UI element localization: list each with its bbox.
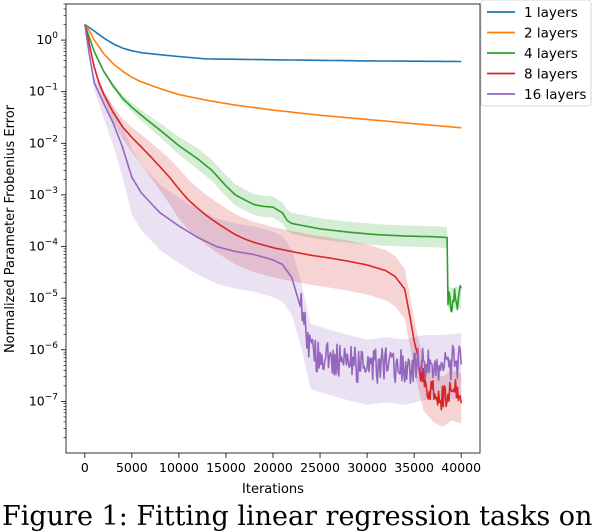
y-tick-label: 10−7 [29,392,58,408]
chart: 0 5000 10000 15000 20000 25000 30000 35000 40000… [3,0,592,497]
x-tick-label: 15000 [206,460,246,475]
x-axis-label: Iterations [242,482,304,497]
legend-label: 2 layers [524,26,578,42]
series-line [84,24,462,129]
figure-caption: Figure 1: Fitting linear regression task… [2,501,594,532]
x-tick-label: 35000 [394,460,434,475]
x-tick-label: 5000 [116,460,148,475]
y-axis: 10−7 10−6 10−5 10−4 10−3 10−2 10−1 100 [29,3,66,438]
y-tick-label: 10−1 [29,83,58,99]
error-band [90,48,462,427]
x-axis: 0 5000 10000 15000 20000 25000 30000 35000 40000 [81,453,481,475]
x-tick-label: 20000 [253,460,293,475]
legend-label: 1 layers [524,5,578,21]
legend-frame [480,0,592,107]
y-axis-label: Normalized Parameter Frobenius Error [3,104,18,353]
series-line [84,24,462,411]
legend-label: 8 layers [524,67,578,83]
x-tick-label: 10000 [159,460,199,475]
series-line [84,23,462,63]
series-line [84,24,462,313]
y-tick-label: 10−2 [29,134,58,150]
y-tick-label: 10−6 [29,341,58,357]
x-tick-label: 0 [81,460,89,475]
y-tick-label: 10−5 [29,289,58,305]
x-tick-label: 25000 [300,460,340,475]
y-tick-label: 10−3 [29,186,58,202]
y-tick-label: 100 [36,31,58,47]
x-tick-label: 30000 [347,460,387,475]
series-lines [84,23,462,411]
x-tick-label: 40000 [441,460,481,475]
series-line [84,24,462,385]
legend: 1 layers 2 layers 4 layers 8 layers 16 layer… [480,0,592,107]
legend-label: 4 layers [524,46,578,62]
legend-label: 16 layers [524,87,586,103]
error-band [90,40,462,310]
y-tick-label: 10−4 [29,238,58,254]
